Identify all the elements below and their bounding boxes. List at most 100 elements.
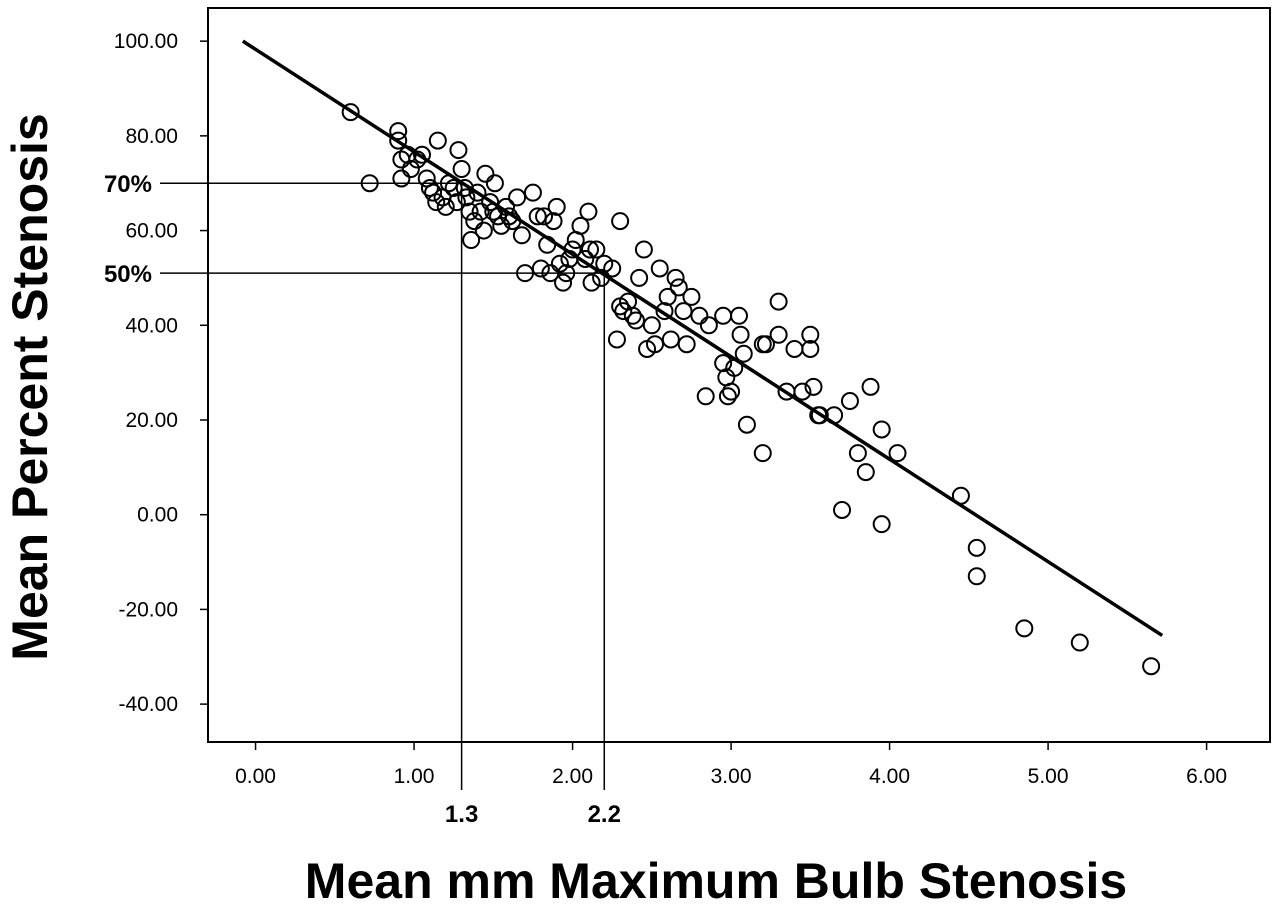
data-point [512, 226, 531, 245]
data-point [848, 444, 867, 463]
data-point [476, 164, 495, 183]
data-point [623, 306, 642, 325]
data-point [550, 254, 569, 273]
data-point [531, 259, 550, 278]
data-point [582, 273, 601, 292]
data-point [630, 268, 649, 287]
x-tick-label: 0.00 [235, 765, 276, 788]
data-point [401, 160, 420, 179]
x-tick-label: 2.00 [552, 765, 593, 788]
data-point [840, 392, 859, 411]
data-point [861, 377, 880, 396]
data-point [682, 287, 701, 306]
data-point [756, 335, 775, 354]
data-point [471, 202, 490, 221]
data-point [872, 515, 891, 534]
data-point [614, 302, 633, 321]
data-point [571, 216, 590, 235]
data-point [699, 316, 718, 335]
plot-frame [207, 7, 1271, 743]
reference-lines: 70% 1.3 50% 2.2 [104, 171, 621, 828]
y-tick-label: 100.00 [114, 30, 178, 53]
data-point [793, 382, 812, 401]
reference-x-label: 2.2 [588, 801, 621, 828]
data-point [436, 197, 455, 216]
data-point [485, 174, 504, 193]
data-point [1070, 633, 1089, 652]
y-tick-label: 0.00 [137, 504, 178, 527]
data-point [722, 382, 741, 401]
data-point [714, 354, 733, 373]
y-tick-label: 60.00 [125, 220, 178, 243]
data-point [468, 183, 487, 202]
x-tick-label: 1.00 [394, 765, 435, 788]
data-point [1142, 657, 1161, 676]
data-point [452, 160, 471, 179]
data-point [856, 463, 875, 482]
data-point [785, 339, 804, 358]
data-point [465, 212, 484, 231]
data-point [804, 377, 823, 396]
data-point [888, 444, 907, 463]
data-point [447, 193, 466, 212]
reference-y-label: 70% [104, 171, 152, 198]
x-axis-title: Mean mm Maximum Bulb Stenosis [305, 853, 1127, 905]
data-point [801, 339, 820, 358]
data-point [696, 387, 715, 406]
data-point [554, 273, 573, 292]
data-point [392, 169, 411, 188]
y-axis-ticks: 100.00 80.00 60.00 40.00 20.00 0.00 -20.00 -40.… [114, 30, 208, 716]
data-point [360, 174, 379, 193]
data-point [523, 183, 542, 202]
data-point [389, 122, 408, 141]
data-point [1015, 619, 1034, 638]
data-point [833, 500, 852, 519]
data-point [753, 444, 772, 463]
regression-line [241, 39, 1164, 637]
data-point [516, 264, 535, 283]
data-point [674, 302, 693, 321]
data-point [730, 306, 748, 325]
x-tick-label: 5.00 [1028, 765, 1069, 788]
data-point [769, 325, 788, 344]
data-point [650, 259, 669, 278]
data-point [677, 335, 696, 354]
data-point [872, 420, 891, 439]
data-point [645, 335, 664, 354]
data-point [449, 141, 468, 160]
data-point [587, 240, 606, 259]
data-point [535, 207, 554, 226]
data-point [658, 287, 677, 306]
x-tick-label: 3.00 [711, 765, 752, 788]
x-axis-ticks: 0.00 1.00 2.00 3.00 4.00 5.00 6.00 [235, 742, 1227, 788]
data-point [528, 207, 547, 226]
reference-x-label: 1.3 [445, 801, 478, 828]
data-point [734, 344, 753, 363]
data-point [661, 330, 680, 349]
data-point [341, 103, 360, 122]
y-tick-label: 40.00 [125, 314, 178, 337]
y-tick-label: -20.00 [118, 598, 178, 621]
data-point [462, 231, 481, 250]
y-tick-label: 20.00 [125, 409, 178, 432]
data-point [669, 278, 688, 297]
data-point [626, 311, 645, 330]
data-point [481, 193, 500, 212]
data-point [714, 306, 733, 325]
data-point [611, 212, 630, 231]
data-point [389, 131, 408, 150]
x-tick-label: 4.00 [869, 765, 910, 788]
data-point [666, 268, 685, 287]
data-point [579, 202, 598, 221]
data-point [474, 221, 493, 240]
data-point [547, 197, 566, 216]
data-point [731, 325, 750, 344]
reference-y-label: 50% [104, 261, 152, 288]
data-point [607, 330, 626, 349]
data-point [690, 306, 709, 325]
data-point [655, 302, 674, 321]
data-point [967, 538, 986, 557]
data-point [581, 240, 600, 259]
y-axis-title: Mean Percent Stenosis [2, 113, 58, 660]
